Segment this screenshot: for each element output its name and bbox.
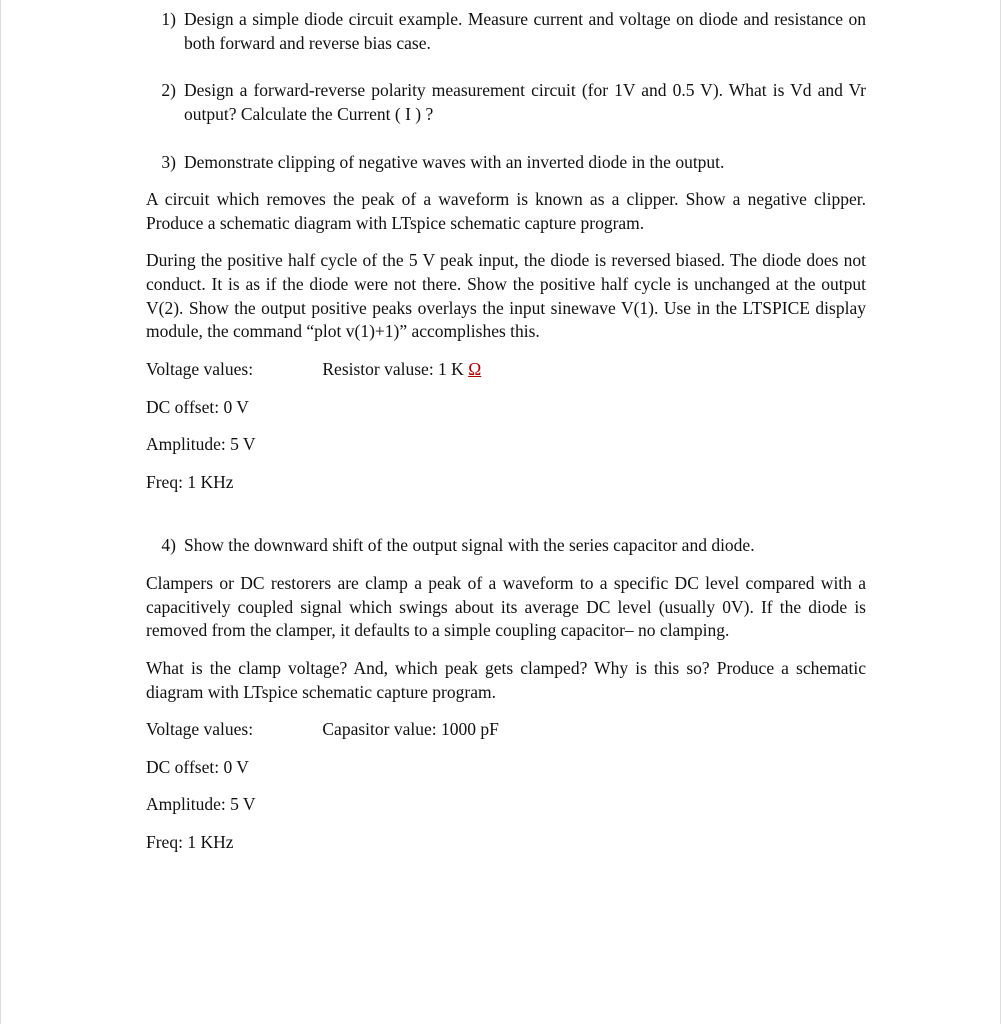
- question-3-amplitude: Amplitude: 5 V: [146, 433, 866, 457]
- question-3-number: 3): [146, 151, 184, 175]
- question-4-capacitor-value: Capasitor value: 1000 pF: [322, 719, 498, 739]
- question-4-para-2: What is the clamp voltage? And, which pe…: [146, 657, 866, 704]
- question-3-row: 3) Demonstrate clipping of negative wave…: [146, 151, 866, 175]
- question-3-text: Demonstrate clipping of negative waves w…: [184, 151, 866, 175]
- question-4-dc-offset: DC offset: 0 V: [146, 756, 866, 780]
- ohm-icon: Ω: [468, 359, 481, 379]
- question-4-text: Show the downward shift of the output si…: [184, 534, 866, 558]
- question-2: 2) Design a forward-reverse polarity mea…: [146, 79, 866, 126]
- question-3-dc-offset: DC offset: 0 V: [146, 396, 866, 420]
- question-4-frequency: Freq: 1 KHz: [146, 831, 866, 855]
- question-4-voltage-label: Voltage values:: [146, 718, 318, 742]
- question-4-voltage-line: Voltage values: Capasitor value: 1000 pF: [146, 718, 866, 742]
- page: 1) Design a simple diode circuit example…: [0, 0, 1001, 1024]
- question-4-para-1: Clampers or DC restorers are clamp a pea…: [146, 572, 866, 643]
- question-4-row: 4) Show the downward shift of the output…: [146, 534, 866, 558]
- question-1: 1) Design a simple diode circuit example…: [146, 8, 866, 55]
- question-4: 4) Show the downward shift of the output…: [146, 534, 866, 854]
- question-3: 3) Demonstrate clipping of negative wave…: [146, 151, 866, 495]
- question-4-amplitude: Amplitude: 5 V: [146, 793, 866, 817]
- question-2-row: 2) Design a forward-reverse polarity mea…: [146, 79, 866, 126]
- question-3-resistor-value: Resistor valuse: 1 K: [322, 359, 468, 379]
- question-3-voltage-label: Voltage values:: [146, 358, 318, 382]
- question-4-number: 4): [146, 534, 184, 558]
- question-2-number: 2): [146, 79, 184, 103]
- question-2-text: Design a forward-reverse polarity measur…: [184, 79, 866, 126]
- question-3-para-2: During the positive half cycle of the 5 …: [146, 249, 866, 344]
- question-1-row: 1) Design a simple diode circuit example…: [146, 8, 866, 55]
- question-1-number: 1): [146, 8, 184, 32]
- question-3-voltage-line: Voltage values: Resistor valuse: 1 K Ω: [146, 358, 866, 382]
- content-area: 1) Design a simple diode circuit example…: [146, 0, 866, 855]
- question-3-para-1: A circuit which removes the peak of a wa…: [146, 188, 866, 235]
- question-3-frequency: Freq: 1 KHz: [146, 471, 866, 495]
- question-1-text: Design a simple diode circuit example. M…: [184, 8, 866, 55]
